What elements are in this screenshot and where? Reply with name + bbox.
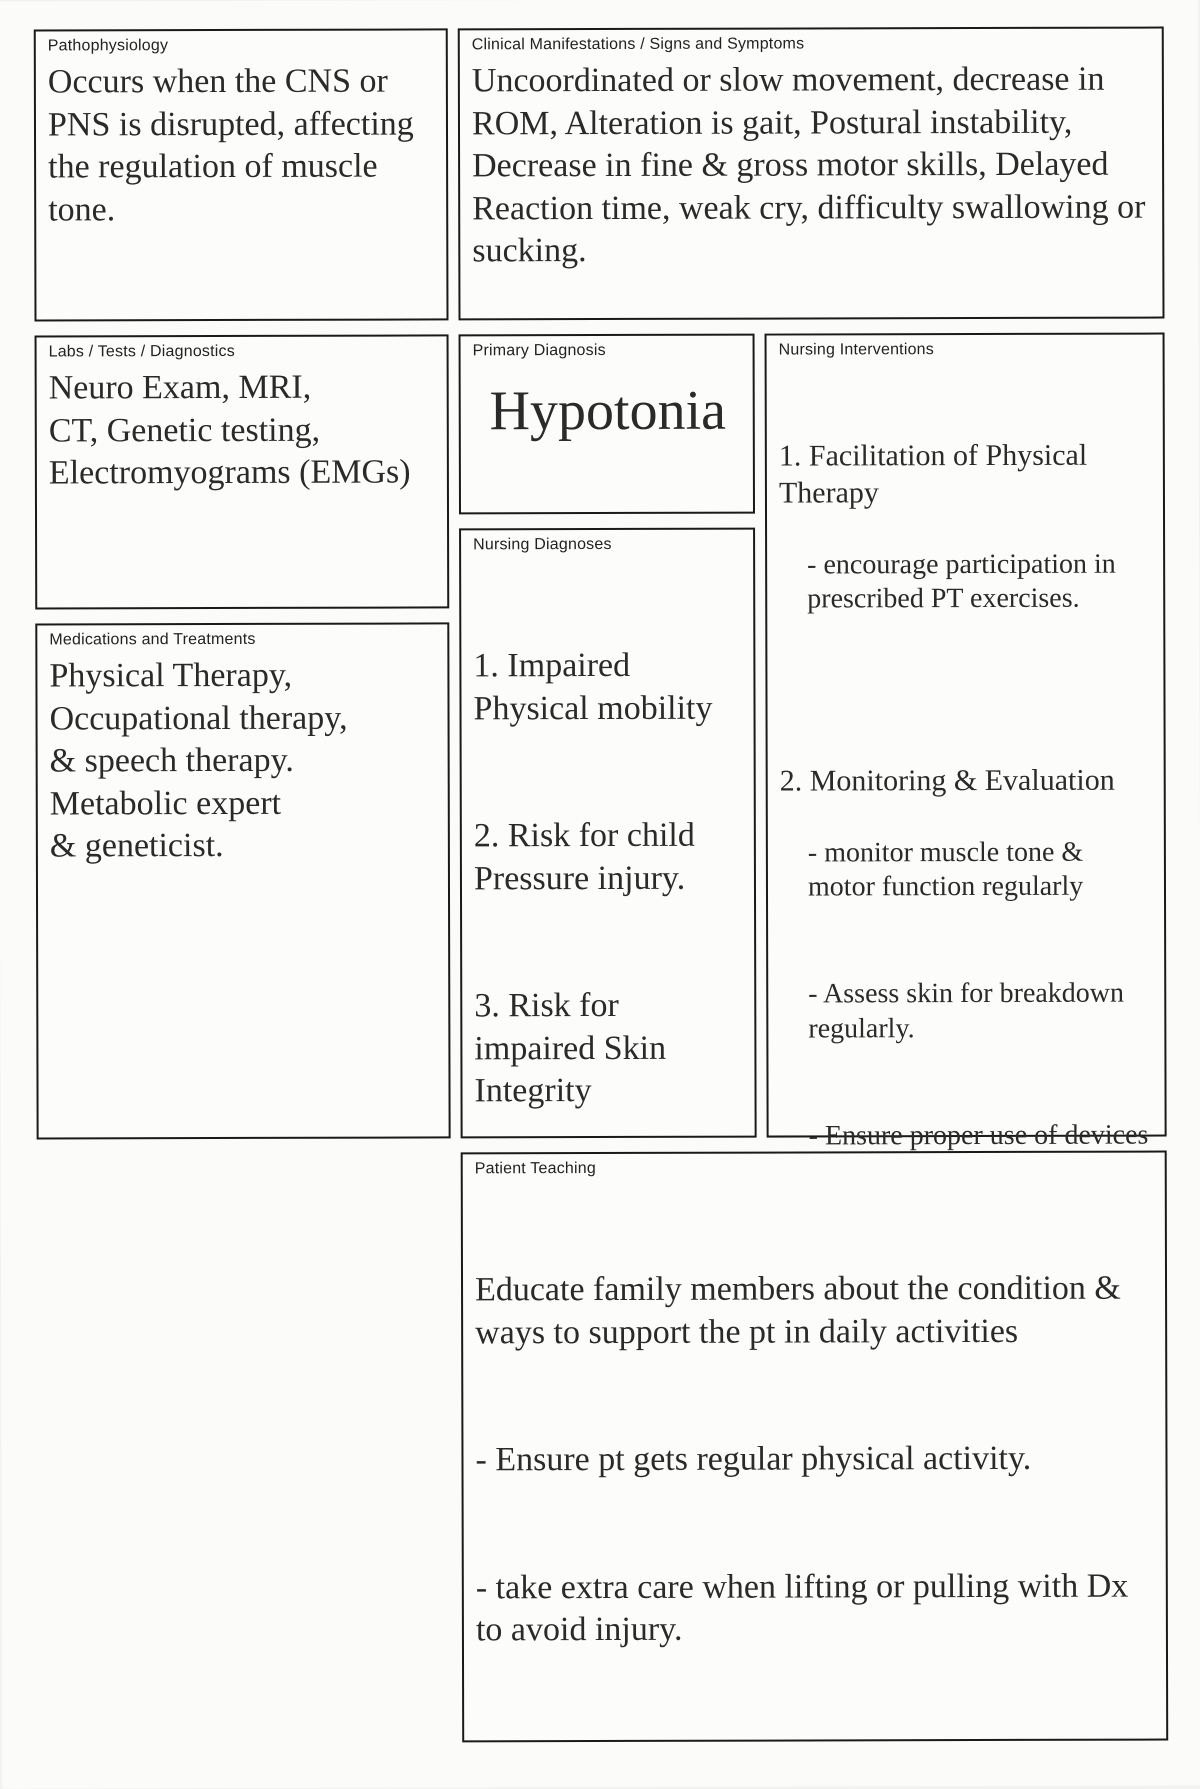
list-item: 1. Impaired Physical mobility: [473, 645, 743, 731]
patient-teaching-box: Patient Teaching Educate family members …: [461, 1151, 1169, 1743]
patient-teaching-text: Educate family members about the conditi…: [475, 1183, 1156, 1737]
nursing-diagnoses-box: Nursing Diagnoses 1. Impaired Physical m…: [459, 528, 757, 1139]
patient-teaching-title: Patient Teaching: [475, 1159, 1155, 1179]
medications-treatments-box: Medications and Treatments Physical Ther…: [35, 622, 450, 1139]
medications-treatments-text: Physical Therapy, Occupational therapy, …: [49, 654, 438, 868]
clinical-manifestations-box: Clinical Manifestations / Signs and Symp…: [458, 27, 1165, 321]
nursing-diagnoses-title: Nursing Diagnoses: [473, 536, 743, 555]
teaching-line-3: - take extra care when lifting or pullin…: [476, 1565, 1156, 1652]
labs-tests-box: Labs / Tests / Diagnostics Neuro Exam, M…: [35, 334, 450, 609]
primary-diagnosis-box: Primary Diagnosis Hypotonia: [459, 334, 755, 515]
dx-1: Impaired Physical mobility: [473, 647, 712, 727]
dx-2: Risk for child Pressure injury.: [474, 817, 703, 897]
labs-tests-text: Neuro Exam, MRI, CT, Genetic testing, El…: [49, 366, 437, 495]
intervention-1a: - encourage participation in prescribed …: [779, 548, 1153, 617]
primary-diagnosis-title: Primary Diagnosis: [473, 342, 743, 361]
intervention-2a: - monitor muscle tone & motor function r…: [780, 835, 1154, 904]
dx-3: Risk for impaired Skin Integrity: [474, 987, 674, 1109]
list-item: 1. Facilitation of Physical Therapy - en…: [779, 438, 1154, 690]
clinical-manifestations-title: Clinical Manifestations / Signs and Symp…: [472, 35, 1152, 55]
teaching-line-2: - Ensure pt gets regular physical activi…: [475, 1438, 1155, 1482]
clinical-manifestations-text: Uncoordinated or slow movement, decrease…: [472, 59, 1153, 273]
teaching-line-1: Educate family members about the conditi…: [475, 1268, 1155, 1355]
primary-diagnosis-text: Hypotonia: [473, 366, 743, 446]
medications-treatments-title: Medications and Treatments: [49, 630, 437, 649]
list-item: 3. Risk for impaired Skin Integrity: [474, 985, 744, 1113]
pathophysiology-text: Occurs when the CNS or PNS is disrupted,…: [48, 60, 436, 231]
pathophysiology-title: Pathophysiology: [48, 36, 436, 55]
worksheet-page: Pathophysiology Occurs when the CNS or P…: [0, 0, 1200, 1789]
intervention-2: Monitoring & Evaluation: [810, 763, 1115, 797]
intervention-1: Facilitation of Physical Therapy: [779, 439, 1094, 509]
nursing-interventions-box: Nursing Interventions 1. Facilitation of…: [765, 333, 1167, 1138]
labs-tests-title: Labs / Tests / Diagnostics: [49, 342, 437, 361]
pathophysiology-box: Pathophysiology Occurs when the CNS or P…: [34, 28, 449, 321]
list-item: 2. Risk for child Pressure injury.: [474, 815, 744, 901]
nursing-interventions-title: Nursing Interventions: [779, 341, 1153, 360]
intervention-2b: - Assess skin for breakdown regularly.: [780, 977, 1154, 1046]
